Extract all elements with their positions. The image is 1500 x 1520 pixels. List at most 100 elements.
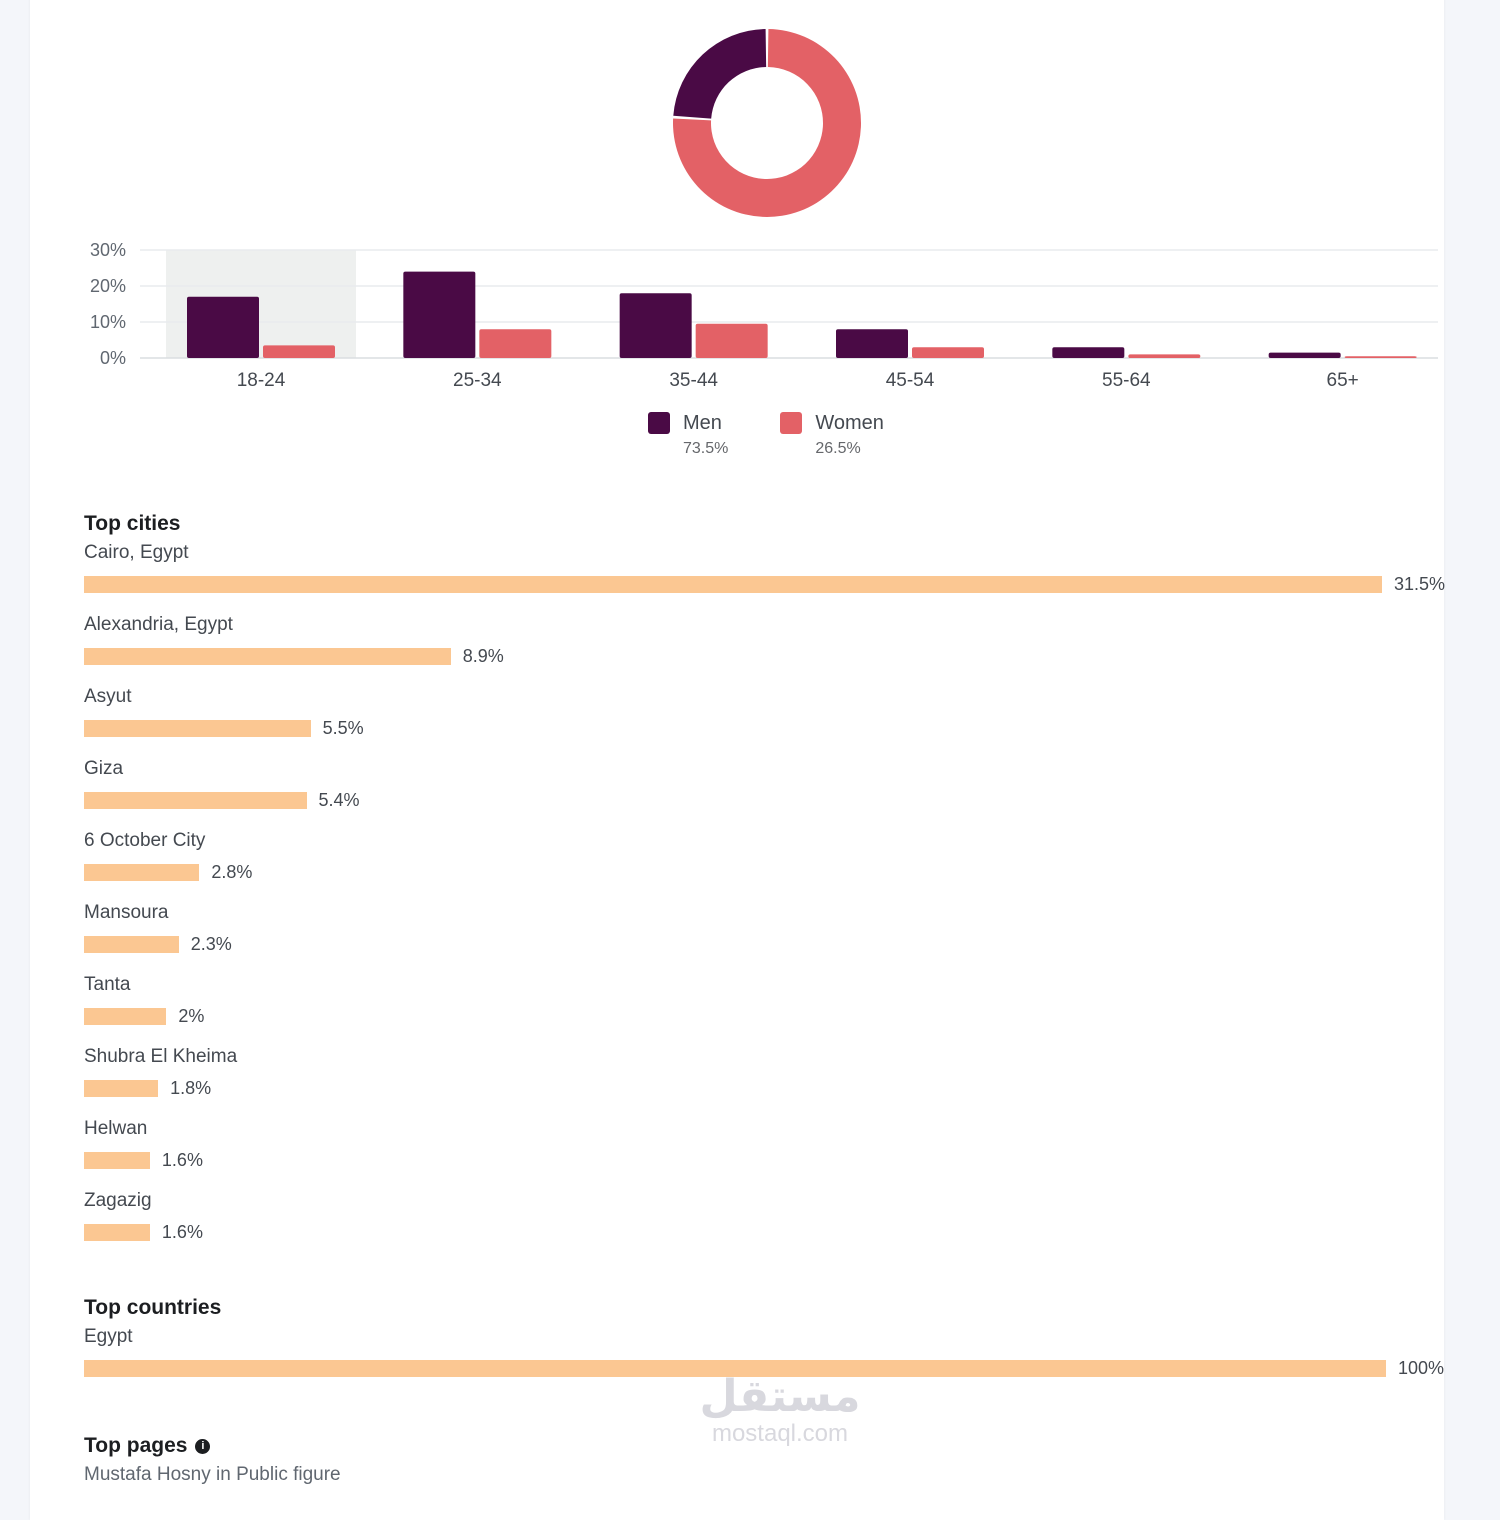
bar-men-65+[interactable] (1268, 352, 1341, 358)
legend-item-men: Men 73.5% (648, 410, 728, 458)
city-bar-row: 31.5% (84, 574, 1445, 594)
bar-women-45-54[interactable] (912, 347, 984, 358)
city-row: Giza 5.4% (84, 756, 1464, 828)
city-bar (84, 791, 307, 809)
legend-pct-women: 26.5% (815, 440, 861, 457)
city-row: Mansoura 2.3% (84, 900, 1464, 972)
bar-women-25-34[interactable] (479, 329, 552, 358)
city-row: Zagazig 1.6% (84, 1188, 1464, 1260)
age-gender-bar-chart: 30% 20% 10% 0% 18-24 25-34 35-44 45-54 55-64 65+ (90, 240, 1438, 391)
top-pages-title: Top pages (84, 1434, 188, 1457)
top-cities-title: Top cities (84, 512, 181, 535)
bar-men-55-64[interactable] (1052, 347, 1125, 358)
top-cities-list: Cairo, Egypt 31.5% Alexandria, Egypt 8.9% As… (84, 540, 1464, 1260)
city-value: 1.6% (161, 1221, 203, 1242)
city-name: Tanta (84, 974, 131, 995)
x-tick-label: 25-34 (453, 370, 502, 391)
city-name: Helwan (84, 1118, 148, 1139)
y-tick-label: 30% (90, 240, 126, 260)
bar-women-35-44[interactable] (695, 323, 768, 358)
city-value: 5.4% (318, 789, 360, 810)
donut-slice-women (673, 29, 861, 218)
bar-men-25-34[interactable] (403, 271, 476, 358)
audience-card: 30% 20% 10% 0% 18-24 25-34 35-44 45-54 55-64 65+ … (30, 0, 1445, 1520)
watermark-logo: مستقل (699, 1372, 861, 1421)
bar-women-65+[interactable] (1344, 356, 1417, 358)
city-row: Cairo, Egypt 31.5% (84, 540, 1464, 612)
legend-label-women: Women (815, 412, 884, 434)
city-name: Mansoura (84, 902, 169, 923)
city-bar-row: 1.6% (84, 1222, 203, 1242)
country-value: 100% (1398, 1357, 1445, 1378)
city-bar-row: 2% (84, 1006, 204, 1026)
y-tick-label: 10% (90, 312, 126, 332)
legend-label-men: Men (683, 412, 722, 434)
bar-women-18-24[interactable] (263, 345, 335, 358)
country-bar (84, 1359, 1386, 1377)
city-name: Alexandria, Egypt (84, 614, 233, 635)
y-tick-label: 0% (100, 348, 126, 368)
country-bar-row: 100% (84, 1358, 1444, 1378)
city-row: 6 October City 2.8% (84, 828, 1464, 900)
x-tick-label: 55-64 (1102, 370, 1151, 391)
city-bar (84, 575, 1382, 593)
country-name: Egypt (84, 1326, 133, 1347)
city-bar (84, 647, 451, 665)
city-bar (84, 1223, 150, 1241)
city-name: Giza (84, 758, 124, 779)
x-tick-label: 35-44 (669, 370, 718, 391)
city-bar-row: 1.6% (84, 1150, 203, 1170)
city-bar-row: 8.9% (84, 646, 504, 666)
city-row: Helwan 1.6% (84, 1116, 1464, 1188)
city-value: 8.9% (462, 645, 504, 666)
gender-donut-chart (673, 29, 861, 218)
city-bar-row: 1.8% (84, 1078, 211, 1098)
legend-pct-men: 73.5% (683, 440, 729, 457)
x-tick-label: 18-24 (237, 370, 286, 391)
bar-men-45-54[interactable] (836, 329, 908, 358)
city-bar (84, 863, 200, 881)
chart-legend: Men 73.5% Women 26.5% (648, 410, 884, 458)
city-value: 1.8% (170, 1077, 212, 1098)
city-bar-row: 5.5% (84, 718, 364, 738)
top-countries-title: Top countries (84, 1296, 222, 1319)
city-bar (84, 1079, 159, 1097)
watermark-site: mostaql.com (711, 1420, 849, 1447)
top-page-item[interactable]: Mustafa Hosny in Public figure (84, 1464, 341, 1485)
city-value: 2.8% (211, 861, 253, 882)
city-value: 31.5% (1394, 573, 1446, 594)
city-bar-row: 2.8% (84, 862, 252, 882)
city-row: Alexandria, Egypt 8.9% (84, 612, 1464, 684)
city-bar-row: 2.3% (84, 934, 232, 954)
country-row: Egypt 100% (84, 1324, 1464, 1384)
women-swatch (780, 412, 803, 434)
watermark: مستقل mostaql.com (685, 1372, 875, 1446)
city-name: Zagazig (84, 1190, 152, 1211)
top-pages-title-row: Top pages i (84, 1434, 211, 1458)
city-value: 5.5% (322, 717, 364, 738)
bar-men-18-24[interactable] (187, 296, 259, 358)
city-row: Asyut 5.5% (84, 684, 1464, 756)
legend-item-women: Women 26.5% (780, 410, 884, 458)
x-tick-label: 45-54 (886, 370, 935, 391)
city-value: 1.6% (161, 1149, 203, 1170)
city-name: Shubra El Kheima (84, 1046, 238, 1067)
city-row: Shubra El Kheima 1.8% (84, 1044, 1464, 1116)
city-bar (84, 935, 179, 953)
bar-men-35-44[interactable] (619, 293, 692, 358)
men-swatch (648, 412, 670, 434)
city-name: Cairo, Egypt (84, 542, 189, 563)
city-bar-row: 5.4% (84, 790, 360, 810)
city-name: Asyut (84, 686, 132, 707)
y-tick-label: 20% (90, 276, 126, 296)
donut-slice-men (673, 29, 767, 119)
x-tick-label: 65+ (1327, 370, 1359, 391)
city-bar (84, 719, 311, 737)
city-row: Tanta 2% (84, 972, 1464, 1044)
city-bar (84, 1007, 167, 1025)
city-value: 2% (178, 1005, 205, 1026)
bar-women-55-64[interactable] (1128, 354, 1201, 358)
city-name: 6 October City (84, 830, 206, 851)
info-icon[interactable]: i (195, 1438, 211, 1454)
city-bar (84, 1151, 150, 1169)
